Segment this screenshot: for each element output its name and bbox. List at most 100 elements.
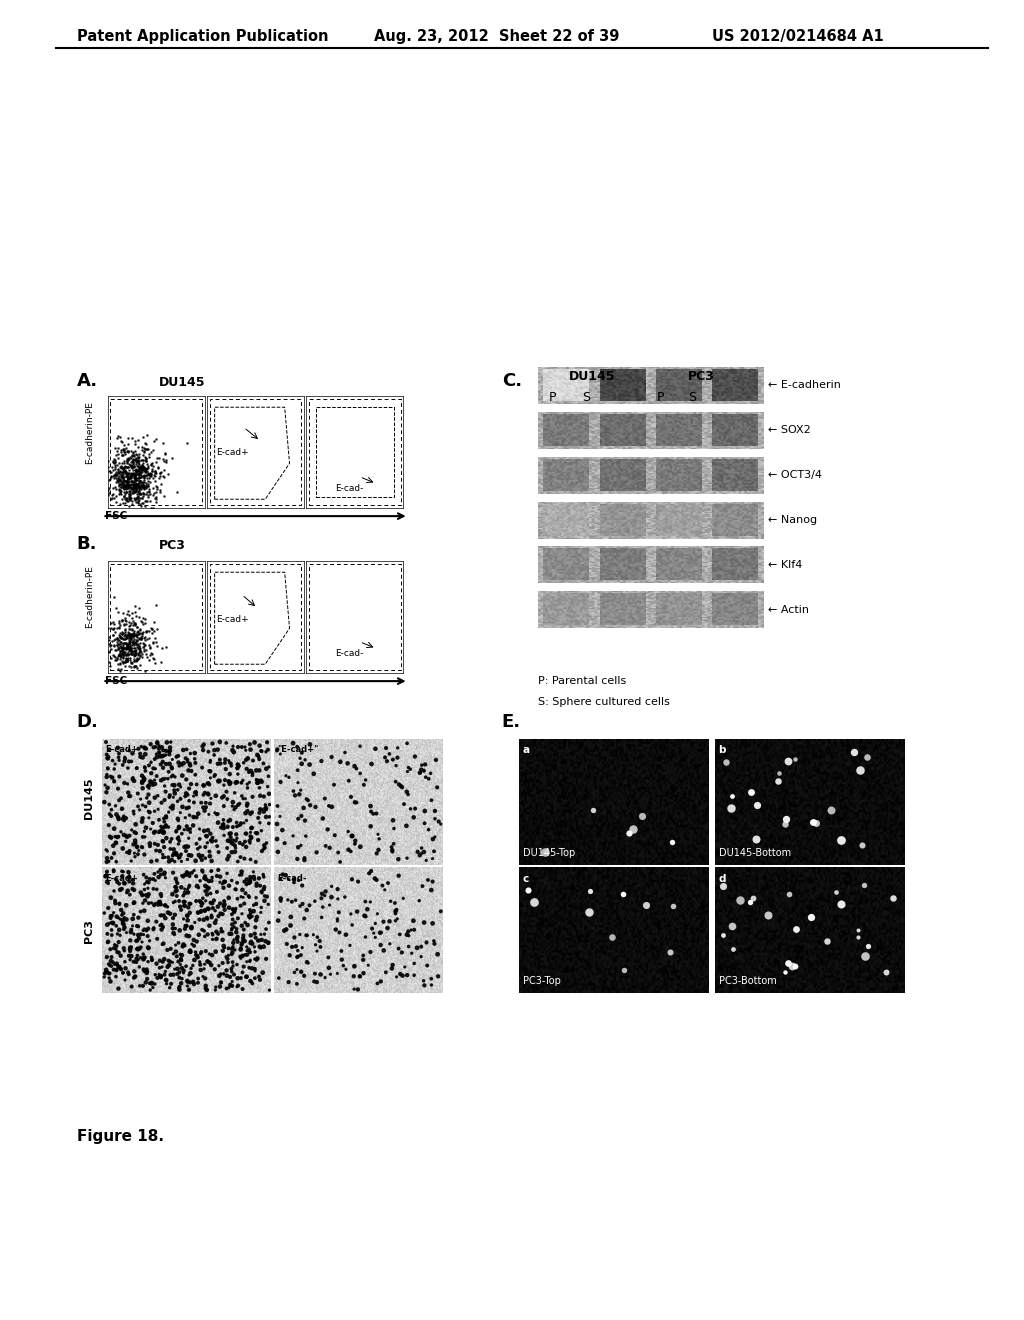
Point [214,921,230,942]
Point [228,772,245,793]
Point [133,487,150,508]
Point [247,968,263,989]
Point [166,775,182,796]
Point [112,623,128,644]
Point [213,964,229,985]
Point [128,473,144,494]
Point [145,869,162,890]
Point [234,788,251,809]
Point [157,862,173,883]
Point [198,797,214,818]
Point [101,627,118,648]
Point [170,779,186,800]
Point [131,467,147,488]
Point [133,772,150,793]
Point [413,936,429,957]
Point [197,875,213,896]
Point [127,655,143,676]
Point [122,477,138,498]
Point [138,475,155,496]
Point [236,925,252,946]
Point [136,627,153,648]
Point [130,796,146,817]
Point [222,826,239,847]
Point [115,471,131,492]
Point [131,482,147,503]
Point [188,931,205,952]
Point [139,461,156,482]
Point [124,870,140,891]
Point [125,645,141,667]
Point [183,862,200,883]
Point [226,916,243,937]
Point [416,912,432,933]
Point [117,470,133,491]
Point [132,461,148,482]
Point [116,940,132,961]
Point [537,842,553,863]
Point [229,851,246,873]
Point [123,945,139,966]
Point [157,895,173,916]
Point [170,833,186,854]
Point [130,949,146,970]
Point [398,847,415,869]
Point [179,750,196,771]
Point [248,894,264,915]
Point [124,446,140,467]
Point [241,906,257,927]
Point [128,474,144,495]
Point [248,760,264,781]
Point [104,450,121,471]
Point [128,469,144,490]
Point [103,924,120,945]
Point [120,758,136,779]
Point [135,483,152,504]
Point [112,626,128,647]
Point [125,480,141,502]
Point [140,892,157,913]
Point [412,845,428,866]
Point [128,758,144,779]
Point [285,733,301,754]
Point [185,974,202,995]
Point [345,966,361,987]
Point [228,816,245,837]
Point [183,958,200,979]
Point [127,463,143,484]
Point [124,494,140,515]
Point [168,820,184,841]
Point [307,796,324,817]
Point [221,771,238,792]
Point [120,441,136,462]
Point [249,744,265,766]
Point [119,603,135,624]
Point [173,876,189,898]
Point [104,478,121,499]
Point [138,738,155,759]
Point [219,849,236,870]
Point [127,814,143,836]
Point [290,837,306,858]
Point [115,475,131,496]
Point [126,445,142,466]
Point [111,437,127,458]
Point [101,478,118,499]
Point [132,645,148,667]
Point [155,847,171,869]
Point [157,964,173,985]
Point [164,799,180,820]
Point [121,741,137,762]
Point [208,977,224,998]
Point [119,480,135,502]
Point [141,792,158,813]
Point [715,924,731,945]
Point [134,810,151,832]
Point [258,758,274,779]
Point [251,867,267,888]
Point [193,892,209,913]
Point [749,795,765,816]
Point [134,766,151,787]
Point [120,623,136,644]
Point [134,459,151,480]
